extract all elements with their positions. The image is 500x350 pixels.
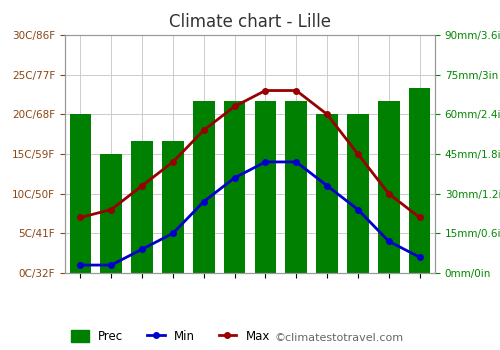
Bar [132,141,153,273]
Bar [286,101,307,273]
Bar [224,101,246,273]
Bar [100,154,122,273]
Bar [162,141,184,273]
Bar [409,88,430,273]
Bar [193,101,214,273]
Title: Climate chart - Lille: Climate chart - Lille [169,13,331,31]
Bar [378,101,400,273]
Bar [254,101,276,273]
Bar [347,114,368,273]
Bar [316,114,338,273]
Legend: Prec, Min, Max: Prec, Min, Max [71,330,270,343]
Text: ©climatestotravel.com: ©climatestotravel.com [275,333,404,343]
Bar [70,114,91,273]
